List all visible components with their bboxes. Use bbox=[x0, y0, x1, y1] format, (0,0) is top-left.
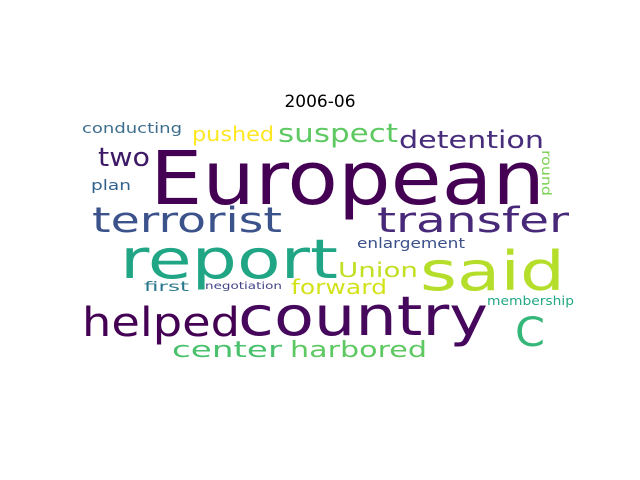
word-enlargement: enlargement bbox=[357, 236, 466, 252]
word-harbored: harbored bbox=[290, 338, 427, 363]
word-terrorist: terrorist bbox=[92, 201, 282, 241]
word-union: Union bbox=[338, 258, 418, 282]
word-transfer: transfer bbox=[377, 201, 570, 241]
word-membership: membership bbox=[487, 294, 574, 308]
word-pushed: pushed bbox=[192, 122, 274, 146]
word-helped: helped bbox=[82, 300, 240, 346]
word-report: report bbox=[120, 228, 338, 291]
word-european: European bbox=[150, 136, 545, 222]
word-plan: plan bbox=[91, 178, 131, 194]
word-first: first bbox=[144, 280, 189, 295]
word-c: C bbox=[515, 310, 545, 356]
word-conducting: conducting bbox=[82, 121, 182, 137]
word-center: center bbox=[172, 338, 283, 363]
word-forward: forward bbox=[291, 275, 387, 299]
word-suspect: suspect bbox=[278, 119, 398, 149]
word-round: round bbox=[538, 150, 553, 196]
word-two: two bbox=[98, 143, 150, 173]
word-negotiation: negotiation bbox=[205, 281, 282, 292]
word-detention: detention bbox=[399, 126, 544, 154]
chart-title: 2006-06 bbox=[284, 92, 356, 112]
word-country: country bbox=[238, 285, 488, 348]
word-said: said bbox=[420, 240, 565, 303]
